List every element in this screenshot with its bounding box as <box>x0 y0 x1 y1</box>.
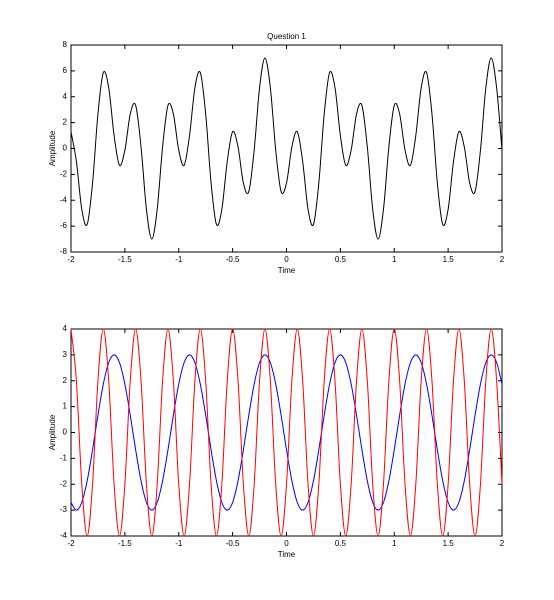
x-tick-label: 0.5 <box>335 255 347 264</box>
x-tick-label: -0.5 <box>226 255 240 264</box>
chart-title: Question 1 <box>267 32 306 41</box>
axes-box <box>70 328 503 537</box>
x-axis-label: Time <box>278 266 296 275</box>
data-line <box>70 57 503 240</box>
y-tick-label: -4 <box>60 531 68 540</box>
x-tick-label: -1 <box>175 539 183 548</box>
y-axis-label: Amplitude <box>48 414 57 450</box>
y-tick-label: 1 <box>63 402 68 411</box>
y-axis-label: Amplitude <box>48 130 57 166</box>
x-tick-label: -1.5 <box>118 539 132 548</box>
x-axis-label: Time <box>278 550 296 559</box>
x-tick-label: -2 <box>67 539 75 548</box>
y-tick-label: -2 <box>60 169 68 178</box>
x-tick-label: 1 <box>392 539 397 548</box>
x-tick-label: -1.5 <box>118 255 132 264</box>
y-tick-label: 4 <box>63 324 68 333</box>
x-tick-label: -0.5 <box>226 539 240 548</box>
x-tick-label: 1 <box>392 255 397 264</box>
x-tick-label: -2 <box>67 255 75 264</box>
x-tick-label: 0 <box>284 539 289 548</box>
x-tick-label: 2 <box>500 255 505 264</box>
x-tick-label: 1.5 <box>443 539 455 548</box>
y-tick-label: -8 <box>60 247 68 256</box>
y-tick-label: 0 <box>63 428 68 437</box>
y-tick-label: -4 <box>60 195 68 204</box>
x-tick-label: 0 <box>284 255 289 264</box>
x-tick-label: 1.5 <box>443 255 455 264</box>
y-tick-label: 8 <box>63 40 68 49</box>
y-tick-label: 4 <box>63 92 68 101</box>
x-tick-label: 2 <box>500 539 505 548</box>
y-tick-label: 2 <box>63 376 68 385</box>
x-tick-label: 0.5 <box>335 539 347 548</box>
y-tick-label: -1 <box>60 453 68 462</box>
data-line <box>70 354 503 511</box>
y-tick-label: 6 <box>63 66 68 75</box>
y-tick-label: -6 <box>60 221 68 230</box>
data-line <box>70 328 503 537</box>
y-tick-label: 0 <box>63 144 68 153</box>
x-tick-label: -1 <box>175 255 183 264</box>
y-tick-label: -2 <box>60 479 68 488</box>
y-tick-label: -3 <box>60 505 68 514</box>
y-tick-label: 3 <box>63 350 68 359</box>
y-tick-label: 2 <box>63 118 68 127</box>
axes-box <box>70 44 503 253</box>
